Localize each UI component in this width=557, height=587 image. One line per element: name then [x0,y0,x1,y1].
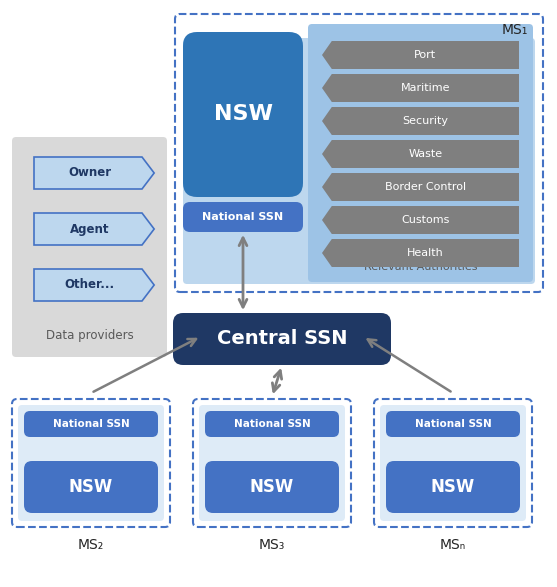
FancyBboxPatch shape [308,24,533,282]
FancyBboxPatch shape [12,137,167,357]
Text: Data providers: Data providers [46,329,133,342]
FancyBboxPatch shape [205,411,339,437]
Text: National SSN: National SSN [202,212,284,222]
Text: National SSN: National SSN [414,419,491,429]
FancyBboxPatch shape [199,405,345,521]
Text: Owner: Owner [69,167,111,180]
FancyBboxPatch shape [183,32,303,197]
Text: Maritime: Maritime [400,83,450,93]
Text: MSₙ: MSₙ [440,538,466,552]
Polygon shape [322,74,519,102]
FancyBboxPatch shape [183,202,303,232]
Text: Agent: Agent [70,222,110,235]
FancyBboxPatch shape [24,411,158,437]
Text: MS₂: MS₂ [78,538,104,552]
Polygon shape [322,173,519,201]
Text: NSW: NSW [213,104,272,124]
Text: Other...: Other... [65,278,115,292]
FancyBboxPatch shape [183,38,535,284]
Text: NSW: NSW [69,478,113,496]
FancyBboxPatch shape [386,461,520,513]
Text: NSW: NSW [431,478,475,496]
Text: Relevant Authorities: Relevant Authorities [364,262,477,272]
FancyBboxPatch shape [205,461,339,513]
Text: Health: Health [407,248,444,258]
Polygon shape [34,157,154,189]
Text: Security: Security [402,116,448,126]
Polygon shape [322,41,519,69]
Text: National SSN: National SSN [52,419,129,429]
FancyBboxPatch shape [173,313,391,365]
FancyBboxPatch shape [24,461,158,513]
Text: Waste: Waste [408,149,442,159]
Text: Port: Port [414,50,437,60]
Polygon shape [34,269,154,301]
Text: Customs: Customs [401,215,449,225]
Text: Border Control: Border Control [385,182,466,192]
Text: MS₁: MS₁ [502,23,528,37]
Polygon shape [322,107,519,135]
Polygon shape [34,213,154,245]
Polygon shape [322,206,519,234]
Text: National SSN: National SSN [233,419,310,429]
Text: NSW: NSW [250,478,294,496]
Polygon shape [322,239,519,267]
FancyBboxPatch shape [18,405,164,521]
Text: MS₃: MS₃ [259,538,285,552]
FancyBboxPatch shape [380,405,526,521]
FancyBboxPatch shape [386,411,520,437]
Text: Central SSN: Central SSN [217,329,347,349]
Polygon shape [322,140,519,168]
